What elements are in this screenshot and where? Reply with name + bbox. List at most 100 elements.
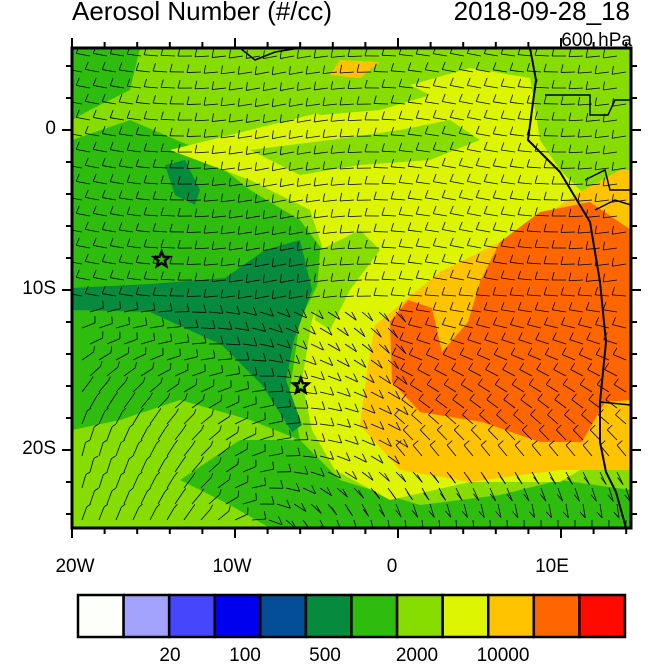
wind-barb <box>353 455 367 463</box>
wind-barb-flag <box>441 93 446 102</box>
wind-barb <box>568 279 584 282</box>
wind-barb-flag <box>604 529 609 534</box>
wind-barb-flag <box>314 416 318 425</box>
wind-barb-flag <box>450 332 455 340</box>
wind-barb <box>140 459 148 473</box>
wind-barb-flag <box>219 305 224 314</box>
wind-barb-flag <box>562 378 568 385</box>
wind-barb <box>106 308 121 313</box>
wind-barb <box>450 245 465 249</box>
wind-barb-flag <box>237 129 240 139</box>
wind-barb <box>353 487 364 499</box>
wind-barb-flag <box>475 61 480 70</box>
wind-barb <box>487 429 499 441</box>
wind-barb-flag <box>424 126 429 134</box>
wind-barb-flag <box>538 424 545 431</box>
wind-barb-flag <box>311 325 316 335</box>
wind-barb <box>302 359 317 365</box>
wind-barb-flag <box>109 205 114 214</box>
wind-barb <box>501 277 516 281</box>
wind-barb <box>568 215 584 218</box>
wind-barb <box>98 411 106 425</box>
wind-barb <box>606 429 618 441</box>
wind-barb-flag <box>425 347 431 355</box>
wind-barb-flag <box>160 111 164 120</box>
wind-barb-flag <box>342 488 348 498</box>
wind-barb <box>255 263 270 267</box>
wind-barb-flag <box>517 270 522 279</box>
wind-barb-flag <box>129 487 134 492</box>
wind-barb-flag <box>296 82 299 91</box>
wind-barb-flag <box>75 205 80 214</box>
wind-barb <box>115 442 122 457</box>
wind-barb-flag <box>254 162 257 171</box>
wind-barb <box>564 414 576 425</box>
wind-barb-flag <box>585 81 589 90</box>
wind-barb <box>106 366 119 377</box>
lon-label: 10W <box>212 556 252 577</box>
wind-barb <box>242 403 257 409</box>
wind-barb-flag <box>245 178 248 187</box>
wind-barb-flag <box>339 96 343 106</box>
wind-barb <box>603 183 618 187</box>
wind-barb <box>408 354 423 361</box>
wind-barb-flag <box>426 378 432 385</box>
wind-barb <box>408 69 423 73</box>
wind-barb-flag <box>262 82 265 91</box>
wind-barb <box>612 199 627 203</box>
country-border <box>599 401 631 406</box>
wind-barb-flag <box>517 238 522 247</box>
wind-barb <box>263 87 278 92</box>
wind-barb-flag <box>594 65 597 74</box>
wind-barb-flag <box>428 409 434 416</box>
wind-barb <box>612 263 627 267</box>
wind-barb-flag <box>468 362 474 370</box>
wind-barb-flag <box>109 48 113 54</box>
wind-barb <box>484 181 499 185</box>
wind-barb <box>160 279 176 281</box>
wind-barb <box>238 135 253 139</box>
wind-barb-flag <box>202 393 205 400</box>
wind-barb-flag <box>602 113 605 123</box>
wind-barb-flag <box>596 378 602 385</box>
wind-barb-flag <box>456 493 463 501</box>
wind-barb-flag <box>343 327 349 337</box>
wind-barb-flag <box>390 62 394 71</box>
wind-barb <box>132 353 146 361</box>
wind-barb <box>268 359 283 363</box>
wind-barb-flag <box>237 490 240 497</box>
wind-barb-flag <box>122 407 127 412</box>
wind-barb <box>221 167 236 171</box>
wind-barb-flag <box>345 452 351 462</box>
wind-barb-flag <box>381 207 385 216</box>
wind-barb-flag <box>254 194 257 203</box>
wind-barb <box>554 399 567 409</box>
wind-barb <box>225 496 239 505</box>
wind-barb <box>263 215 278 220</box>
wind-barb <box>297 87 312 91</box>
wind-barb <box>191 461 202 473</box>
wind-barb-flag <box>169 95 173 104</box>
wind-barb <box>399 182 414 185</box>
wind-barb-flag <box>364 143 368 153</box>
wind-barb-flag <box>169 302 173 311</box>
wind-barb <box>582 444 593 457</box>
wind-barb <box>625 487 631 502</box>
wind-barb-flag <box>261 322 266 332</box>
wind-barb <box>174 428 184 441</box>
wind-barb <box>136 230 151 233</box>
wind-barb-flag <box>245 210 248 219</box>
wind-barb <box>166 355 181 361</box>
wind-barb <box>331 55 346 58</box>
wind-barb <box>391 354 406 361</box>
wind-barb-flag <box>263 352 267 362</box>
wind-barb-flag <box>373 287 377 296</box>
wind-barb <box>251 359 266 362</box>
wind-barb <box>200 509 211 521</box>
wind-barb <box>204 263 219 266</box>
wind-barb <box>442 69 457 73</box>
wind-barb-flag <box>120 439 126 444</box>
wind-barb <box>450 213 465 217</box>
wind-barb-flag <box>136 301 139 310</box>
wind-barb <box>293 343 308 350</box>
